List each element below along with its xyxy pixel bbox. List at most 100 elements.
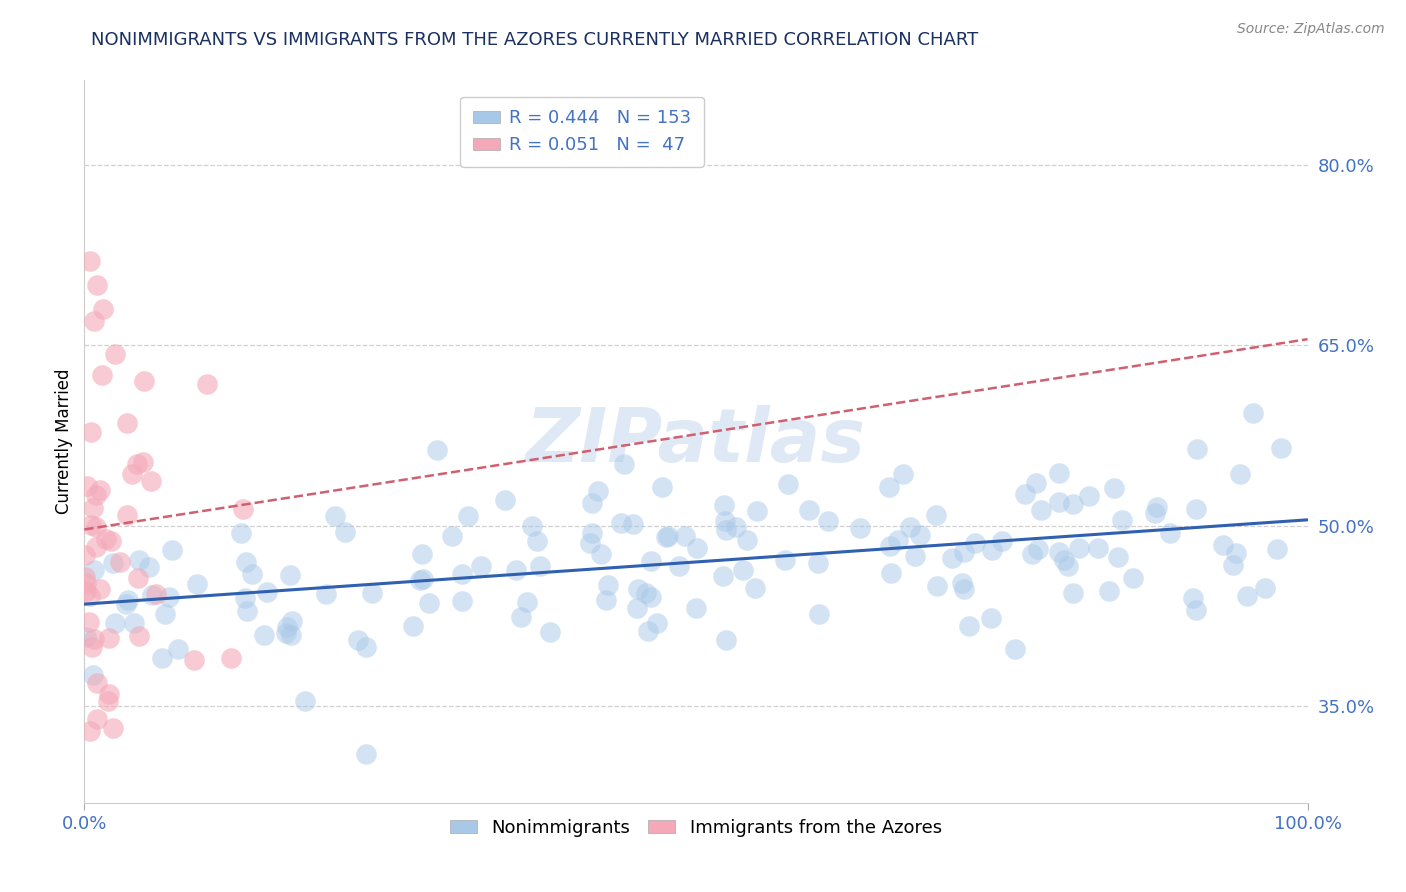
Point [714, 632, 737, 647]
Point [891, 467, 914, 481]
Point [86, 676, 108, 690]
Point [82, 668, 104, 682]
Point [799, 503, 821, 517]
Point [879, 539, 901, 553]
Point [354, 640, 377, 654]
Point [114, 597, 136, 611]
Point [1159, 526, 1181, 541]
Point [1087, 541, 1109, 556]
Point [686, 541, 709, 555]
Point [166, 641, 188, 656]
Point [1122, 571, 1144, 585]
Point [280, 615, 302, 629]
Point [84, 519, 107, 533]
Point [1270, 442, 1292, 456]
Point [578, 535, 600, 549]
Point [807, 607, 830, 621]
Point [153, 607, 176, 621]
Point [1028, 541, 1050, 556]
Point [1047, 466, 1070, 480]
Point [240, 567, 263, 582]
Point [409, 573, 432, 587]
Point [82, 501, 104, 516]
Point [141, 589, 163, 603]
Text: Source: ZipAtlas.com: Source: ZipAtlas.com [1237, 22, 1385, 37]
Point [950, 575, 973, 590]
Point [75, 584, 97, 599]
Point [1146, 500, 1168, 514]
Point [581, 525, 603, 540]
Point [79, 589, 101, 603]
Point [596, 578, 619, 592]
Point [651, 480, 673, 494]
Point [145, 587, 167, 601]
Point [96, 532, 118, 546]
Point [581, 495, 603, 509]
Point [1111, 513, 1133, 527]
Point [1144, 506, 1167, 520]
Point [1241, 406, 1264, 420]
Point [1185, 603, 1208, 617]
Point [451, 566, 474, 581]
Point [347, 632, 370, 647]
Point [1102, 481, 1125, 495]
Point [925, 508, 948, 522]
Point [141, 475, 163, 489]
Point [1212, 538, 1234, 552]
Point [80, 425, 103, 440]
Point [76, 479, 98, 493]
Point [877, 480, 900, 494]
Point [673, 529, 696, 543]
Point [744, 581, 766, 595]
Point [457, 508, 479, 523]
Point [595, 593, 617, 607]
Point [626, 601, 648, 615]
Point [510, 610, 533, 624]
Point [80, 517, 103, 532]
Point [1225, 546, 1247, 560]
Point [657, 529, 679, 543]
Point [97, 631, 120, 645]
Point [957, 619, 980, 633]
Point [426, 442, 449, 457]
Point [1031, 502, 1053, 516]
Point [898, 520, 921, 534]
Point [1185, 442, 1208, 457]
Point [1098, 584, 1121, 599]
Point [1056, 558, 1078, 573]
Point [121, 467, 143, 482]
Point [440, 529, 463, 543]
Point [925, 579, 948, 593]
Point [274, 625, 297, 640]
Point [83, 632, 105, 647]
Point [418, 596, 440, 610]
Point [655, 530, 678, 544]
Point [1182, 591, 1205, 605]
Point [104, 615, 127, 630]
Point [103, 722, 125, 736]
Point [75, 630, 97, 644]
Point [115, 508, 138, 523]
Point [335, 524, 357, 539]
Point [278, 568, 301, 582]
Point [713, 499, 735, 513]
Point [86, 277, 108, 292]
Point [621, 517, 644, 532]
Point [73, 549, 96, 563]
Point [724, 519, 747, 533]
Text: NONIMMIGRANTS VS IMMIGRANTS FROM THE AZORES CURRENTLY MARRIED CORRELATION CHART: NONIMMIGRANTS VS IMMIGRANTS FROM THE AZO… [91, 31, 979, 49]
Point [711, 568, 734, 582]
Point [91, 368, 114, 383]
Point [101, 557, 124, 571]
Point [83, 563, 105, 577]
Point [115, 416, 138, 430]
Point [627, 582, 650, 597]
Point [634, 586, 657, 600]
Point [609, 516, 631, 530]
Point [86, 712, 108, 726]
Point [80, 640, 103, 655]
Point [315, 587, 337, 601]
Point [613, 458, 636, 472]
Point [645, 615, 668, 630]
Point [79, 253, 101, 268]
